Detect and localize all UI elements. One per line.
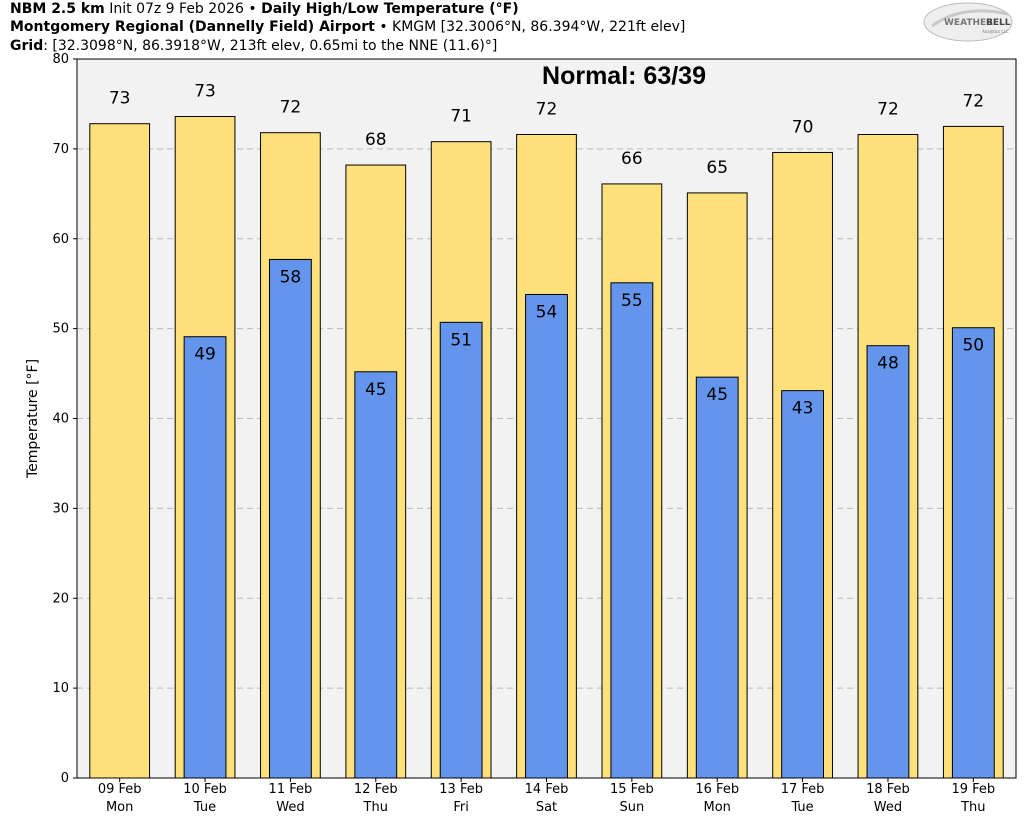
x-tick-day: Fri [453, 800, 469, 815]
high-value-label: 72 [536, 99, 558, 119]
x-tick-day: Thu [960, 800, 985, 815]
header-line-1: NBM 2.5 km Init 07z 9 Feb 2026 • Daily H… [10, 0, 519, 18]
y-axis: 0 10 20 30 40 50 60 70 80 [52, 52, 77, 786]
header-line-3: Grid: [32.3098°N, 86.3918°W, 213ft elev,… [10, 37, 497, 55]
high-value-label: 70 [792, 117, 814, 137]
x-axis: 09 Feb Mon 10 Feb Tue 11 Feb Wed 12 Feb Thu 13 F… [98, 778, 995, 815]
high-bar [89, 123, 151, 779]
x-tick-day: Tue [790, 800, 813, 815]
station-name: Montgomery Regional (Dannelly Field) Air… [10, 19, 375, 35]
y-tick-label: 50 [52, 322, 69, 337]
low-value-label: 54 [536, 302, 558, 322]
bars: 73 73 49 72 58 68 45 71 51 72 54 66 55 65 45 70 43 72 48 72… [89, 82, 1004, 779]
low-bar [951, 327, 995, 779]
y-tick-label: 30 [52, 501, 69, 516]
low-value-label: 50 [962, 336, 984, 356]
x-tick-day: Sat [536, 800, 557, 815]
x-tick-date: 11 Feb [269, 782, 313, 797]
low-value-label: 45 [365, 380, 387, 400]
x-tick-date: 18 Feb [866, 782, 910, 797]
low-bar [268, 258, 312, 779]
low-value-label: 58 [280, 267, 302, 287]
product-title: Daily High/Low Temperature (°F) [261, 1, 519, 17]
high-value-label: 71 [450, 107, 472, 127]
y-tick-label: 10 [52, 681, 69, 696]
y-tick-label: 80 [52, 52, 69, 67]
separator: • [379, 19, 388, 35]
low-value-label: 49 [194, 345, 216, 365]
y-axis-label: Temperature [°F] [25, 359, 41, 479]
x-tick-date: 19 Feb [951, 782, 995, 797]
y-tick-label: 20 [52, 591, 69, 606]
high-value-label: 68 [365, 130, 387, 150]
y-tick-label: 40 [52, 412, 69, 427]
x-tick-day: Wed [276, 800, 304, 815]
high-value-label: 72 [280, 98, 302, 118]
y-tick-label: 0 [61, 771, 69, 786]
header-line-2: Montgomery Regional (Dannelly Field) Air… [10, 18, 685, 36]
high-value-label: 65 [706, 158, 728, 178]
logo-subtext: Analytics LLC [982, 29, 1009, 34]
low-value-label: 48 [877, 354, 899, 374]
plot-frame [76, 58, 1017, 779]
x-tick-date: 17 Feb [781, 782, 825, 797]
low-value-label: 45 [706, 385, 728, 405]
model-name: NBM 2.5 km [10, 1, 105, 17]
low-value-label: 55 [621, 291, 643, 311]
high-value-label: 73 [194, 82, 216, 102]
high-value-label: 72 [962, 91, 984, 111]
station-info: KMGM [32.3006°N, 86.394°W, 221ft elev] [392, 19, 686, 35]
low-value-label: 43 [792, 399, 814, 419]
x-tick-date: 09 Feb [98, 782, 142, 797]
separator: • [248, 1, 257, 17]
weatherbell-logo: WEATHER BELL Analytics LLC [923, 2, 1013, 42]
x-tick-day: Mon [704, 800, 731, 815]
low-bar [866, 345, 910, 779]
low-bar [695, 376, 739, 779]
high-value-label: 73 [109, 89, 131, 109]
x-tick-day: Wed [874, 800, 902, 815]
grid-info: : [32.3098°N, 86.3918°W, 213ft elev, 0.6… [43, 38, 498, 54]
high-value-label: 66 [621, 149, 643, 169]
low-bar [781, 390, 825, 779]
x-tick-date: 12 Feb [354, 782, 398, 797]
x-tick-day: Tue [193, 800, 216, 815]
logo-text-b: BELL [986, 18, 1011, 28]
grid-label: Grid [10, 38, 44, 54]
x-tick-date: 10 Feb [183, 782, 227, 797]
low-bar [610, 282, 654, 779]
x-tick-day: Mon [106, 800, 133, 815]
y-tick-label: 60 [52, 232, 69, 247]
logo-text-a: WEATHER [944, 18, 993, 28]
x-tick-date: 16 Feb [695, 782, 739, 797]
x-tick-date: 15 Feb [610, 782, 654, 797]
x-tick-day: Sun [619, 800, 644, 815]
low-bar [354, 371, 398, 779]
init-time: Init 07z 9 Feb 2026 [109, 1, 244, 17]
x-tick-date: 14 Feb [525, 782, 569, 797]
y-tick-label: 70 [52, 142, 69, 157]
low-bar [525, 293, 568, 779]
high-value-label: 72 [877, 99, 899, 119]
low-bar [439, 321, 483, 779]
normal-annotation: Normal: 63/39 [542, 62, 706, 90]
x-tick-date: 13 Feb [439, 782, 483, 797]
low-value-label: 51 [450, 330, 472, 350]
low-bar [183, 336, 227, 779]
x-tick-day: Thu [363, 800, 388, 815]
